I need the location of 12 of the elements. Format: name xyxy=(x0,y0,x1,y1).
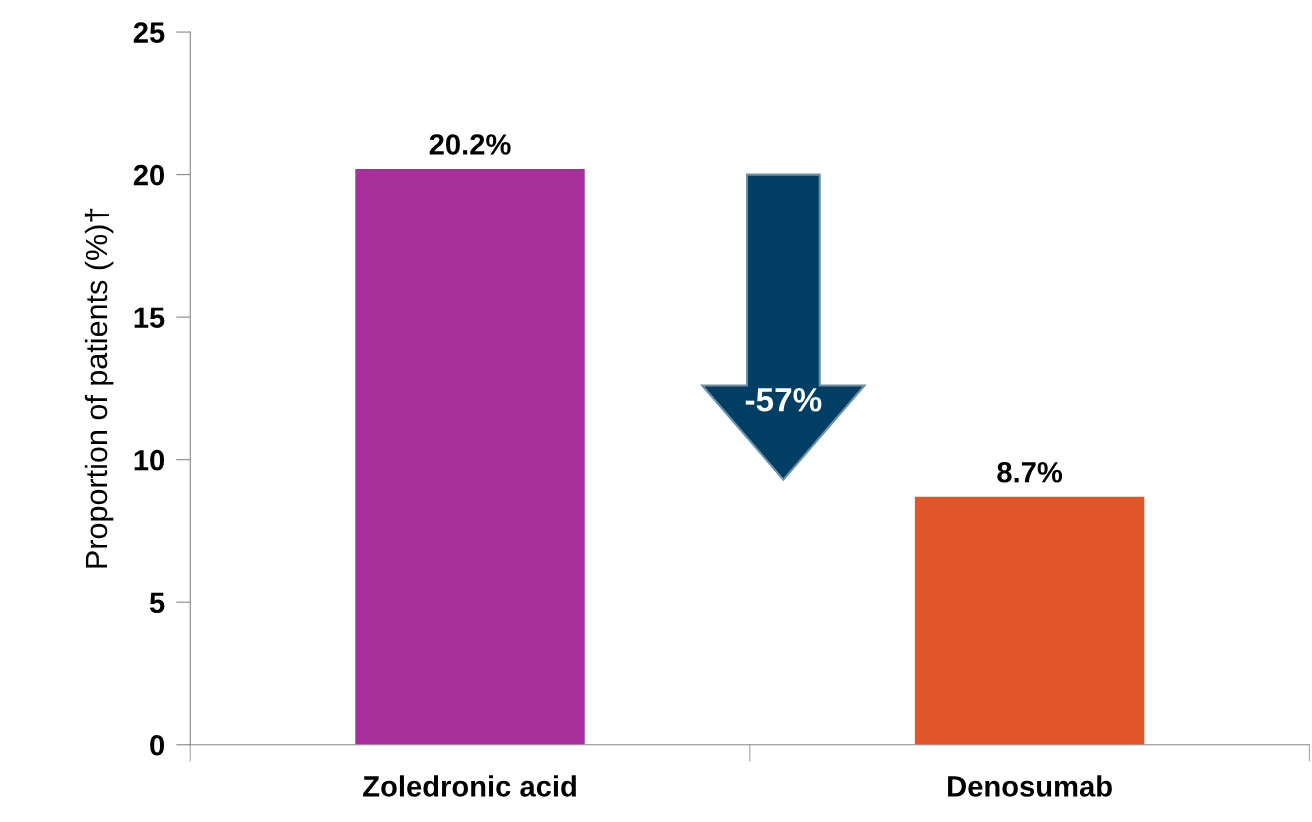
y-axis-title: Proportion of patients (%)† xyxy=(84,208,114,568)
data-label: 8.7% xyxy=(997,461,1063,483)
x-tick-label: Denosumab xyxy=(948,775,1112,797)
y-tick-label: 0 xyxy=(150,734,165,756)
y-tick-label: 10 xyxy=(134,449,165,471)
y-tick-label: 20 xyxy=(133,164,165,186)
y-tick-label: 15 xyxy=(134,307,165,328)
y-tick-label: 5 xyxy=(149,592,165,614)
y-tick-label: 25 xyxy=(133,22,165,43)
annotation: -57% xyxy=(745,388,822,412)
x-tick-label: Zoledronic acid xyxy=(363,775,576,797)
data-label: 20.2% xyxy=(429,134,511,155)
